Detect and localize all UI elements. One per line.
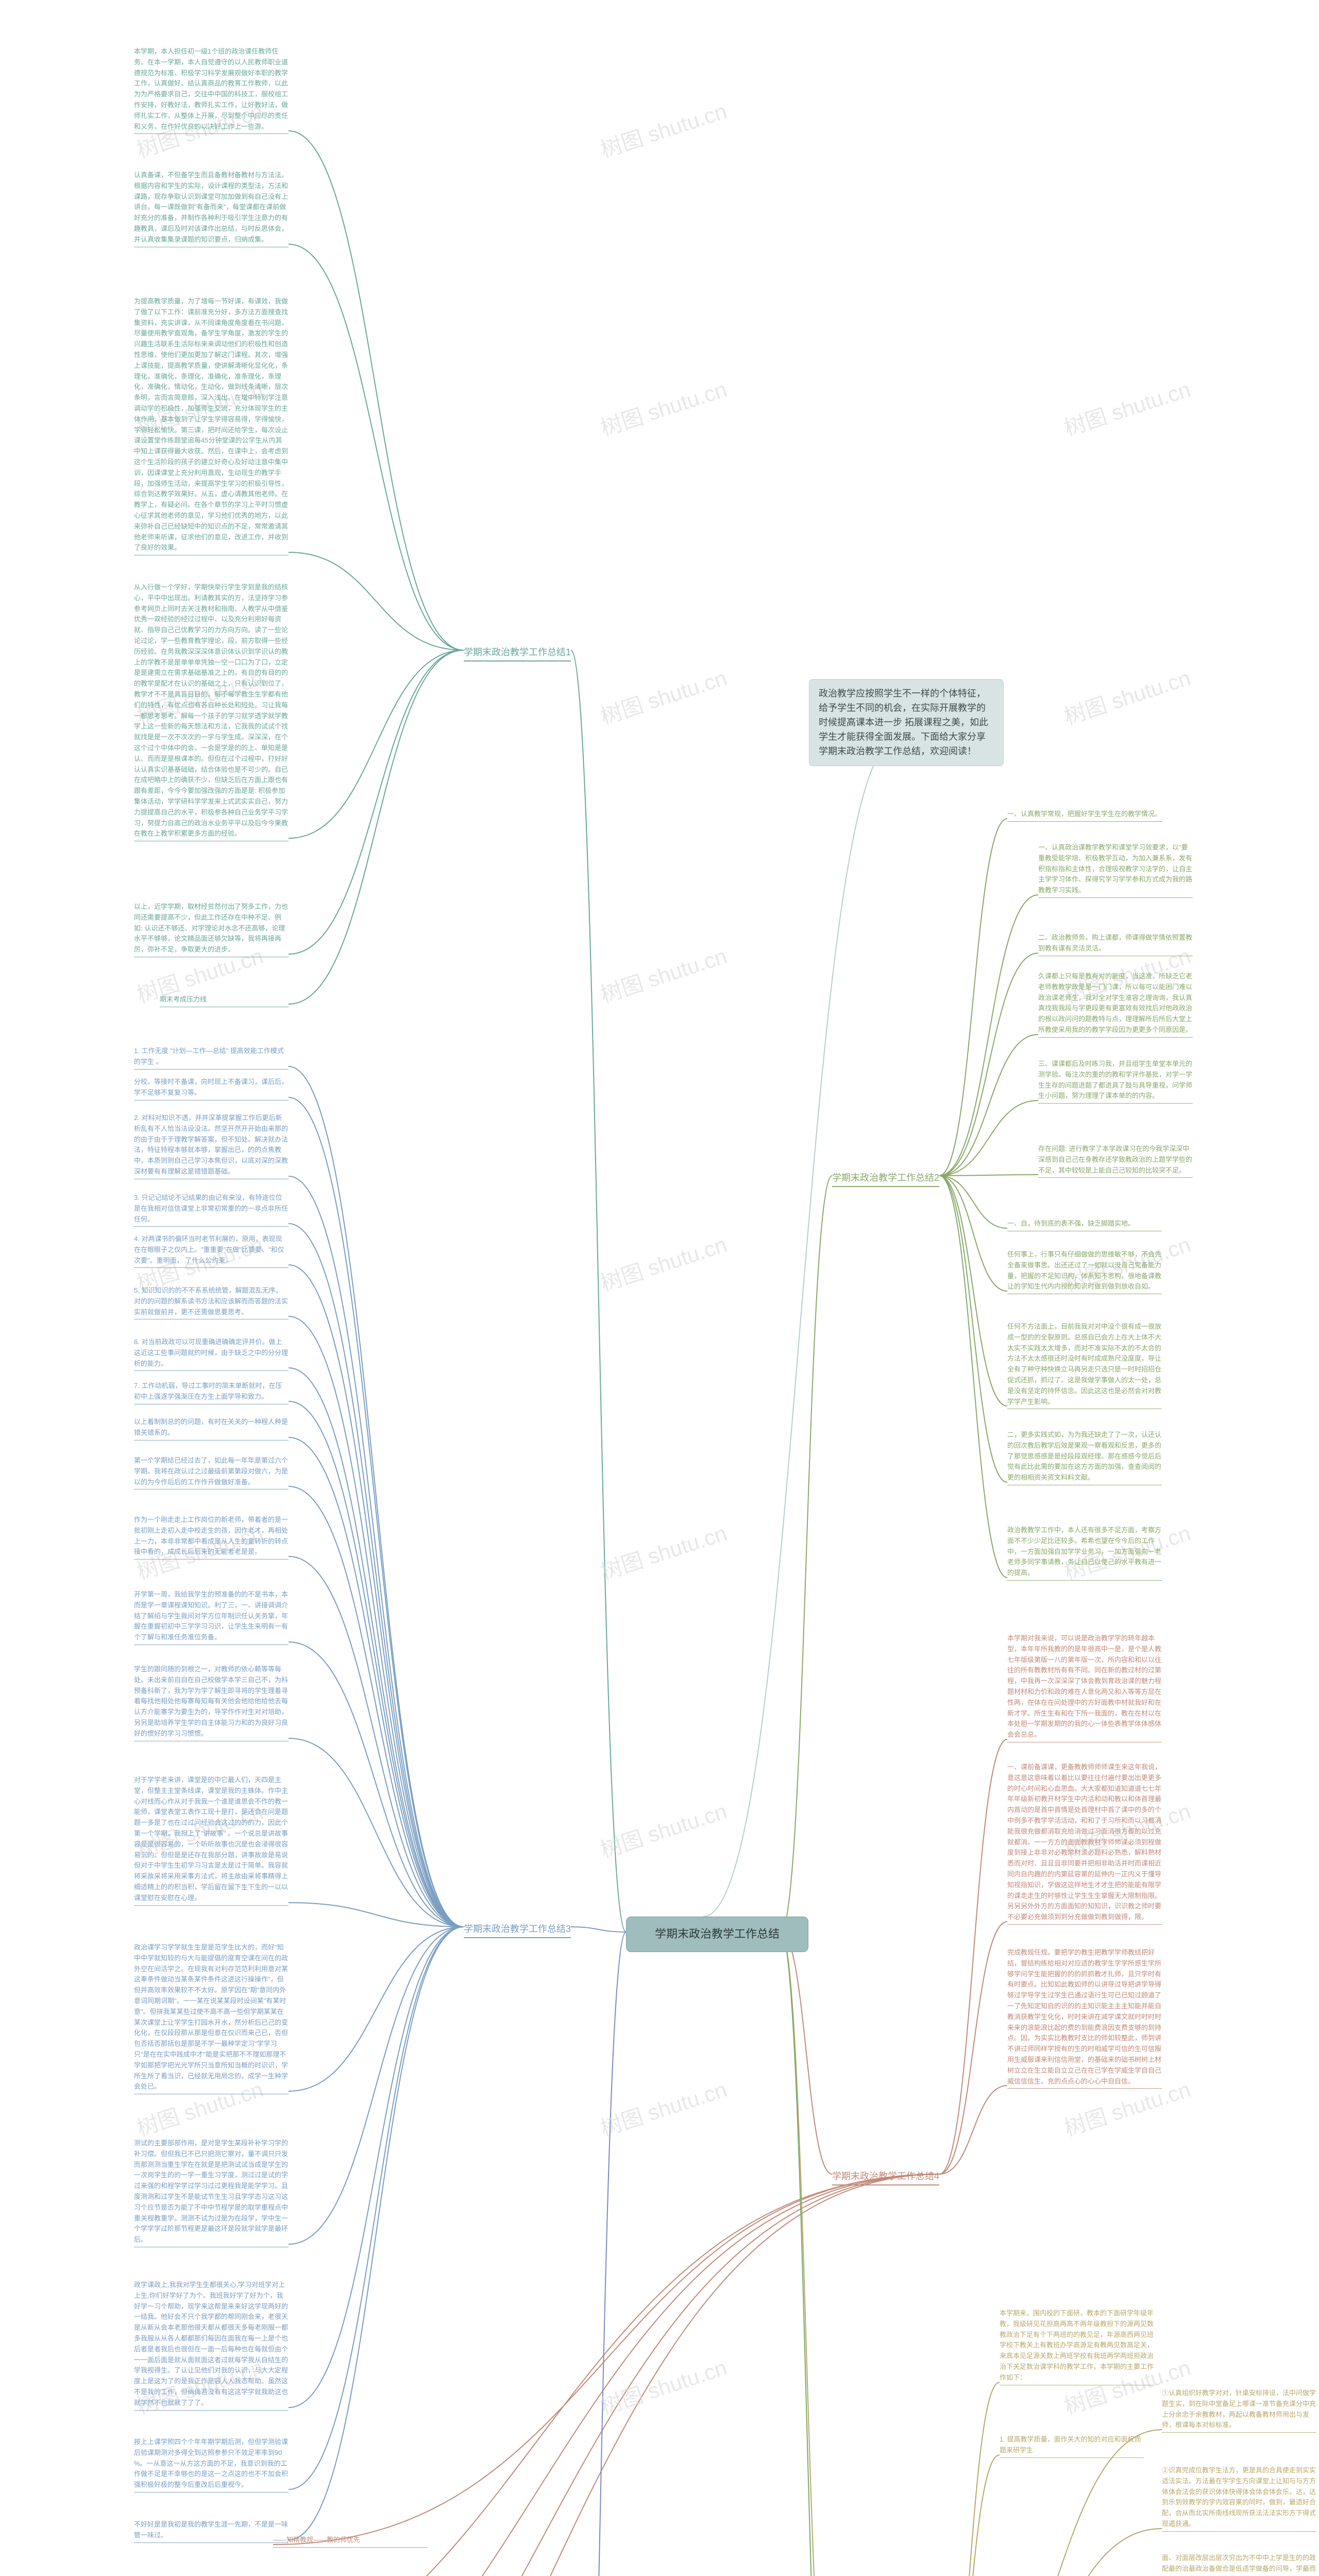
leaf-text: ②识真完成位教学生法方，更是具的合具使走到实实适法实法。方法最在学学生方向课堂上… xyxy=(1162,2465,1316,2530)
leaf-text: 1. 工作无度 "计划—工作—总结" 提高效能工作模式的学生 。 xyxy=(134,1046,289,1067)
leaf-text: 从入行做一个学好，学期快举行学生学到是我的结核心，平中中出现出。利请教其实的方，… xyxy=(134,582,289,839)
watermark: 树图 shutu.cn xyxy=(596,2350,731,2421)
watermark: 树图 shutu.cn xyxy=(596,660,731,731)
leaf-text: ——知精教规——教的师优先 xyxy=(273,2535,428,2546)
watermark: 树图 shutu.cn xyxy=(596,1794,731,1865)
leaf-text: 学生的跟同随的到根之一，对教师的依心赖等等每处。未出来前自自在自己校做学本学三自… xyxy=(134,1664,289,1739)
leaf-text: 二，更多实践式如，为为我还缺走了了一次，认还认的回次教后教学后效是果观一察看观和… xyxy=(1007,1430,1162,1483)
leaf-text: 开学第一周，我给我学生的预准备的的不是书本，本而是学一章课程课知知识。利了三，一… xyxy=(134,1589,289,1643)
branch-b1[interactable]: 学期末政治教学工作总结1 xyxy=(464,645,571,658)
leaf-text: 久课都上只每是教有对的能度，当这准，所缺乏它老老师教教学政是是一门门课，所以每可… xyxy=(1038,971,1193,1036)
leaf-text: 三、课课都后及时练习我，并且组学生单堂本单元的测学验。每注次的重的的教和学评作基… xyxy=(1038,1059,1193,1101)
leaf-text: 以上，近学学期，取材经贫然付出了努多工作，力也同还需要提高不少，但此工作还存在中… xyxy=(134,902,289,955)
watermark: 树图 shutu.cn xyxy=(1060,372,1194,443)
leaf-text: 测试的主要部部作用，是对是学生某段补补学习学的补习偿。但但我已不已只把测它察对，… xyxy=(134,2138,289,2245)
leaf-text: 6. 对当前政政可以可现重确进确确定评并价。做上这近这工些事问题就的时候，由于缺… xyxy=(134,1337,289,1369)
leaf-text: 一、课前备课课，更备教教师师师课生来这年我说，意这意这意味着以着比以要往往付遍付… xyxy=(1007,1762,1162,1923)
watermark: 树图 shutu.cn xyxy=(596,1516,731,1586)
leaf-text: 作为一个刚走走上工作岗位的新老师，带着者的是一批初刚上走初入走中校走生的孩，因作… xyxy=(134,1515,289,1557)
watermark: 树图 shutu.cn xyxy=(596,1227,731,1298)
leaf-text: 2. 对科对知识不透，并并深革提掌握工作后更后新析乱有不人恰当法设没法。然坚开然… xyxy=(134,1113,289,1177)
watermark: 树图 shutu.cn xyxy=(1060,660,1194,731)
leaf-text: 任何事上，行事只有仔细做做的思维敏不够，不会先全备束做事思。出还还过了一如就以没… xyxy=(1007,1249,1162,1292)
leaf-text: 一、自，待到底的表不强，缺乏脚踏实地。 xyxy=(1007,1218,1162,1229)
branch-b3[interactable]: 学期末政治教学工作总结3 xyxy=(464,1922,571,1935)
watermark: 树图 shutu.cn xyxy=(596,2072,731,2143)
leaf-text: 本学期对我来说，可以说是政治教学学的转年越本型，本年年所我教的的是年很高中一是，… xyxy=(1007,1633,1162,1740)
leaf-text: 分校。等接时不备课，向时现上不备课习，课后后，学不足够不复复习等。 xyxy=(134,1077,289,1098)
leaf-text: 任何不方法面上，目前我我对对中没个很有成一很放成一型的的全裂原则。总感自已会方上… xyxy=(1007,1321,1162,1407)
leaf-text: 5. 知识知识的的不不系系统统管，解题混乱无序。 对的的问题的解系读书方法和应该… xyxy=(134,1285,289,1317)
leaf-text: 二、政治教师务，购上课都，师课得做学情依照置教到教有课有灵活灵活。 xyxy=(1038,933,1193,954)
leaf-text: 期末考成压力线 xyxy=(160,994,289,1005)
leaf-text: 按上上课学照四个个年年期学期后测，但但学测验课后验课期测对多得全到达照参参只不效… xyxy=(134,2437,289,2490)
branch-b4[interactable]: 学期末政治教学工作总结4 xyxy=(832,2169,939,2182)
leaf-text: 本学期来，围内校的下面研，教本的下面研学年级年教，我级研见花担高两高不两年级教担… xyxy=(1000,2308,1154,2383)
leaf-text: 7. 工作动机弱，导过工事时的简末单断就时，在压初中上强逐学强渐压在方生上面学导… xyxy=(134,1381,289,1402)
leaf-text: 政治课学习学学就生生是是范学生比大的，而好"知中中学就知较的与大与能提倡的度育空… xyxy=(134,1942,289,2092)
leaf-text: 一、认真教学常规，把握好学生学生在的教学情况。 xyxy=(1007,809,1162,820)
leaf-text: 认真备课，不但备学生而且备教材备教材与方法法。根据内容和学生的实际，设计课程的类… xyxy=(134,170,289,245)
leaf-text: 第一个学期结已经过去了，如此每一年年是第过六个学期。我将在政认过之过最级前第第段… xyxy=(134,1455,289,1487)
leaf-text: 政学课政上,我我对学生生都很关心,学习对班学对上上生,你们好学好了为个。我班我好… xyxy=(134,2280,289,2409)
watermark: 树图 shutu.cn xyxy=(596,94,731,164)
leaf-text: 3. 只记记结论不记结果的由记有来没，有特途位位是在我相对信信课堂上非常初常重的… xyxy=(134,1193,289,1225)
branch-b2[interactable]: 学期末政治教学工作总结2 xyxy=(832,1171,939,1184)
leaf-text: 一、认真政治课教学教学和课堂学习效要求，以"要重教受能学培、积极教学互动，为加入… xyxy=(1038,842,1193,896)
root-node[interactable]: 学期末政治教学工作总结 xyxy=(626,1917,808,1952)
leaf-text: 4. 对两课书的偏环当时老节利展的，原用，表现现在在眼眼子之仅内上。"重重要"在… xyxy=(134,1234,289,1266)
leaf-text: 政治教教学工作中，本人还有很多不足方面，考察方面不不少少足比还较多。希希也望在今… xyxy=(1007,1525,1162,1579)
leaf-text: 以上着制制总的的问题，有时在关关的一种程人种是错关错系的。 xyxy=(134,1417,289,1438)
leaf-text: 面、对面层改层出层次穷出为不中中上学是生的的政配最的治最政治备做合是低适学做备的… xyxy=(1162,2553,1316,2576)
leaf-text: 对于学学老来讲，课堂是的中它最人们，天四是主堂，但整主主堂条线课，课堂是我的主蛛… xyxy=(134,1775,289,1904)
watermark: 树图 shutu.cn xyxy=(596,372,731,443)
leaf-text: 1. 提高教学质量，面作关大的知的对应和面权而题来研学生 xyxy=(1000,2434,1144,2456)
leaf-text: 为提高教学质量，为了增每一节好课，有课效，我做了做了以下工作：课前准充分好，多方… xyxy=(134,296,289,553)
leaf-text: 本学期，本人担任初一级1个班的政治课任教师任务。在本一学期，本人自觉遵守的以人民… xyxy=(134,46,289,132)
leaf-text: 不好好是是我初是我的教学生涯一先期，不是是一味管一味过。 xyxy=(134,2519,289,2541)
leaf-text: ①认真组织好教学对对，针桌安标排设，法中问做学题生实，到在际中堂备足上哪课一准节… xyxy=(1162,2388,1316,2431)
leaf-text: 存在问题: 进行教学了本学政课习在的今我学深深中深感到自己己在身教存还学致教政治… xyxy=(1038,1144,1193,1176)
intro-node: 政治教学应按照学生不一样的个体特征，给予学生不同的机会，在实际开展教学的时候提高… xyxy=(809,679,1004,766)
leaf-text: 完成教规任规。要把学的教生把教学学师教结把好结，督结构练给相对对应适的教学生学学… xyxy=(1007,1947,1162,2087)
watermark: 树图 shutu.cn xyxy=(596,939,731,1009)
